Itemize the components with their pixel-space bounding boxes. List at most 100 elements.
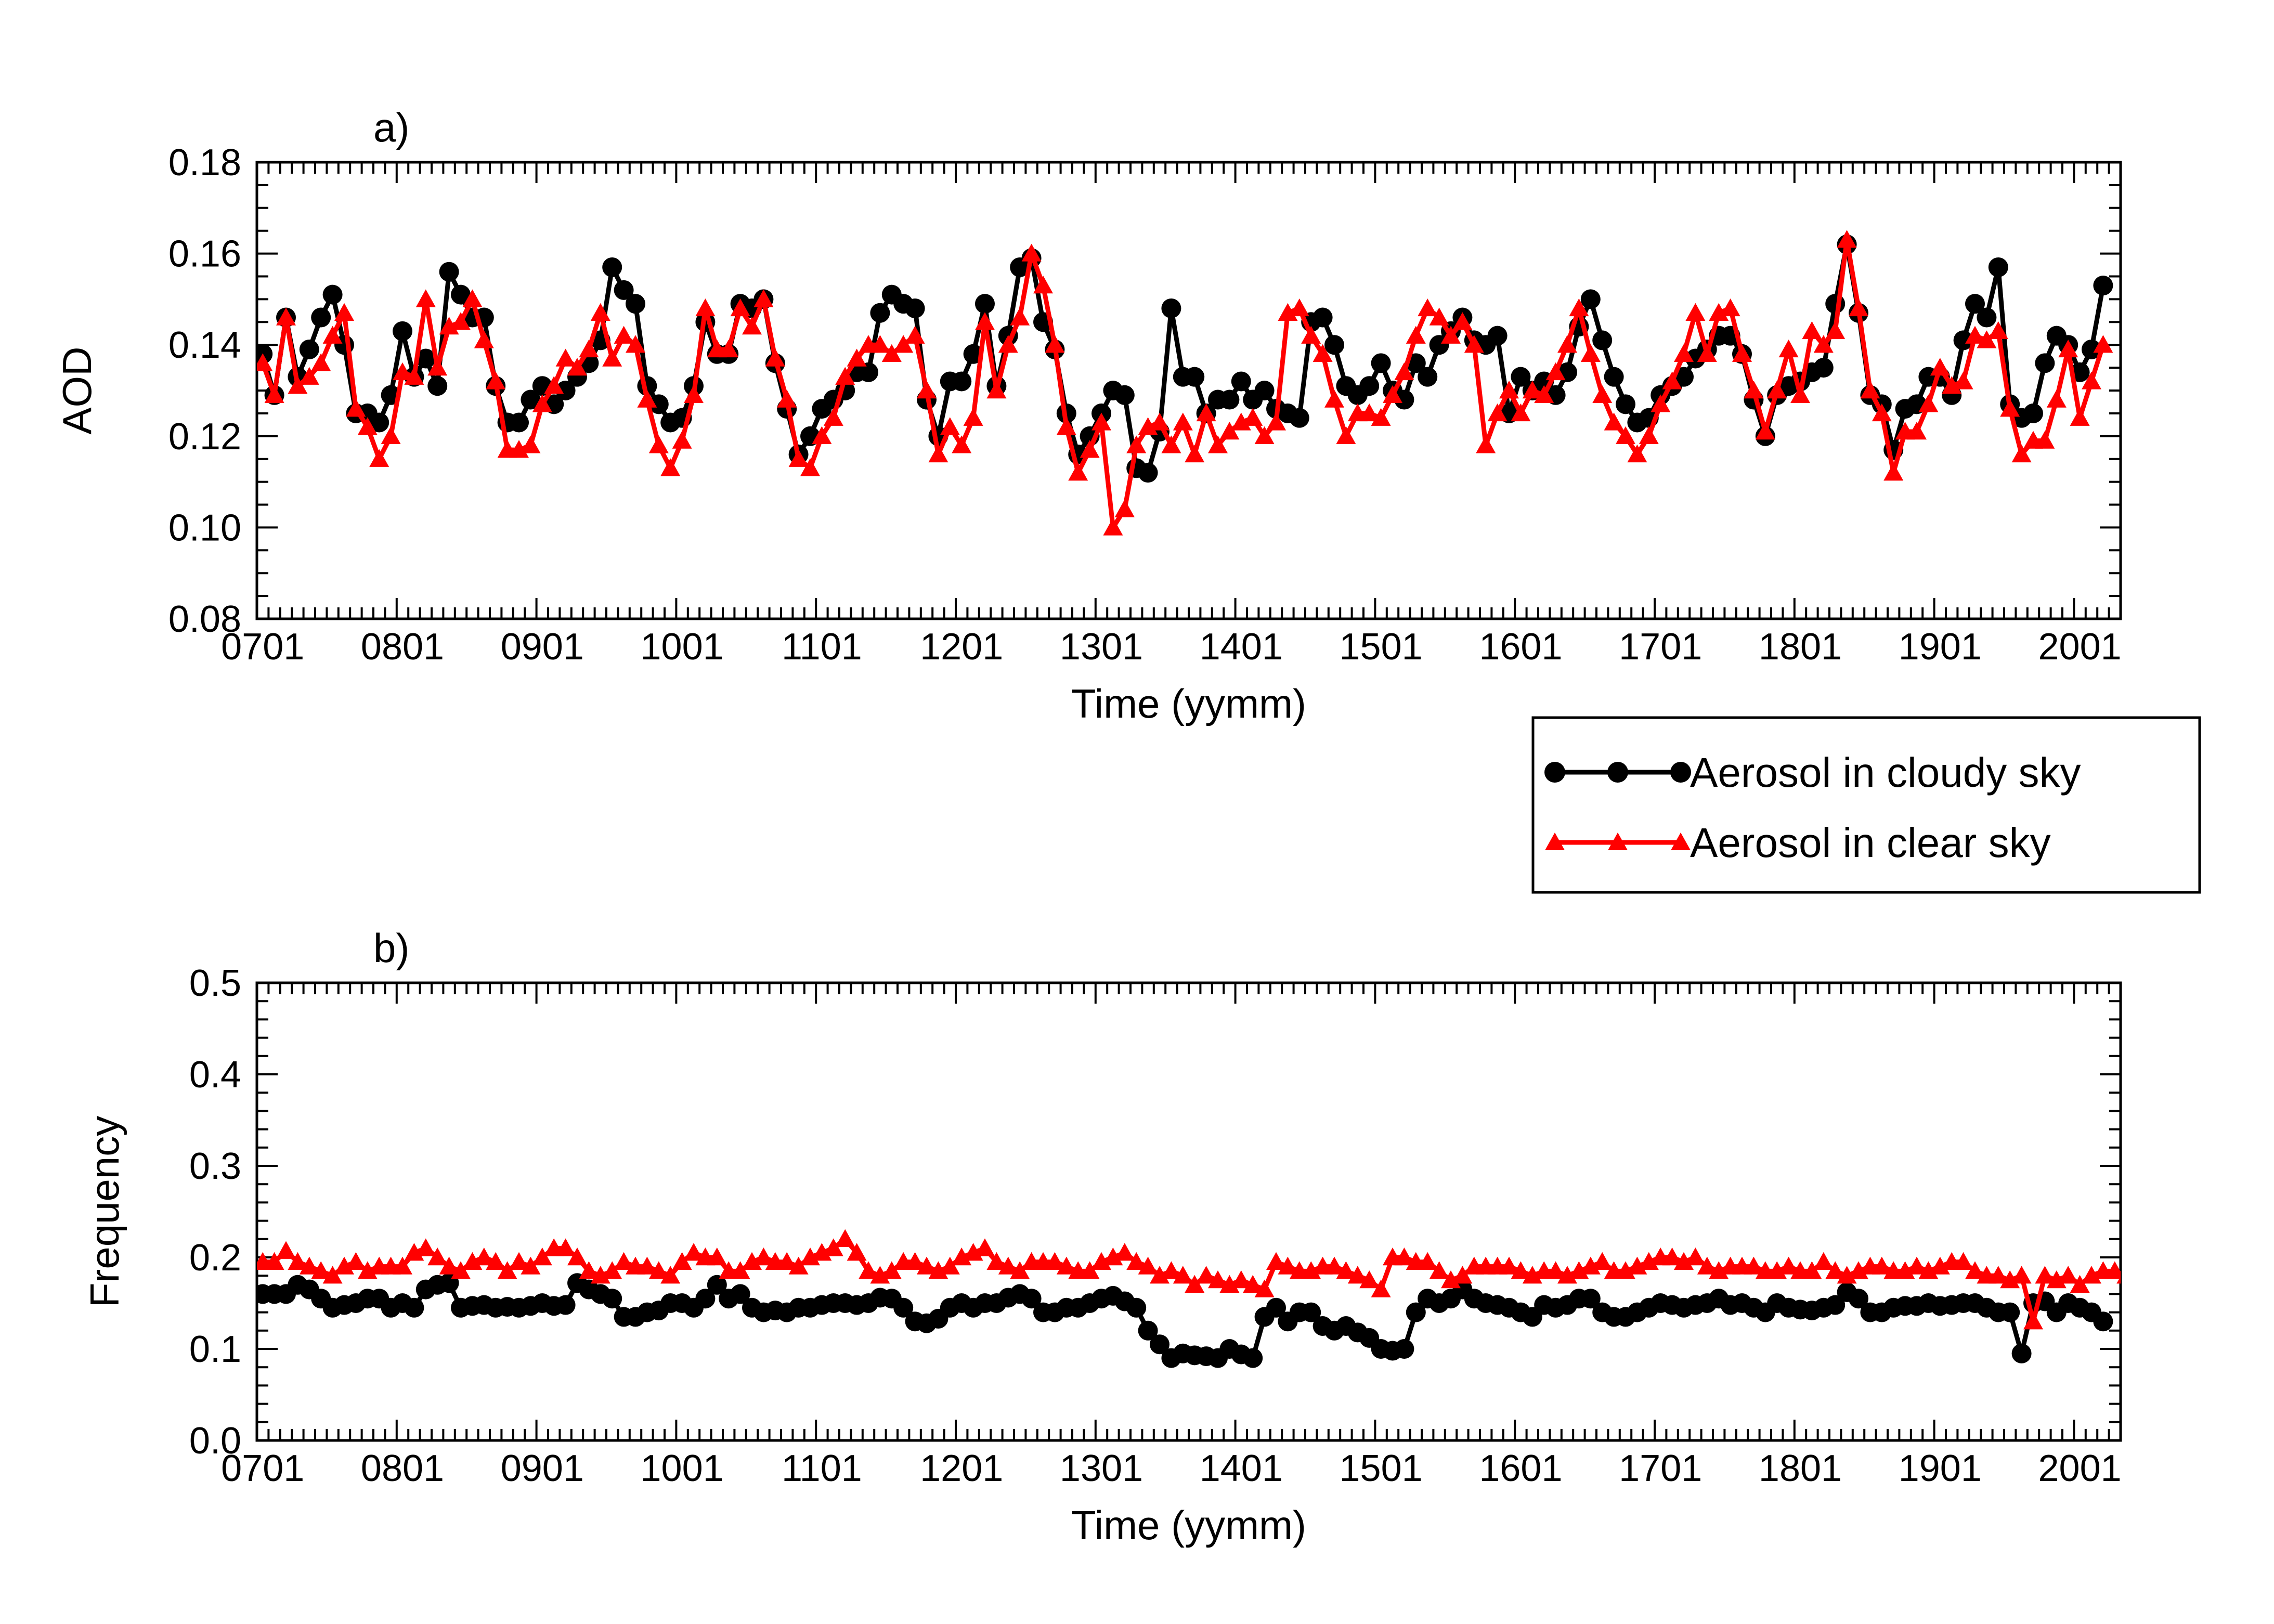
data-point	[1953, 1252, 1973, 1270]
data-point	[1977, 330, 1997, 348]
data-point	[1639, 1252, 1659, 1270]
data-point	[1021, 243, 1042, 262]
data-point	[1196, 1266, 1216, 1284]
data-point	[264, 385, 284, 403]
data-point	[952, 1248, 972, 1266]
data-point	[917, 381, 937, 399]
data-point	[1592, 1252, 1613, 1270]
data-point	[1569, 298, 1589, 317]
data-point	[311, 353, 331, 371]
data-point	[753, 1248, 774, 1266]
data-point	[1616, 1261, 1635, 1279]
data-point	[1045, 1252, 1065, 1270]
data-point	[1965, 326, 1985, 344]
x-tick-label: 1901	[1899, 626, 1982, 668]
data-point	[893, 1297, 914, 1318]
data-point	[1895, 1261, 1915, 1279]
data-point	[788, 449, 809, 467]
data-point	[1371, 1279, 1391, 1297]
data-point	[1208, 1270, 1228, 1289]
data-point	[823, 408, 843, 426]
data-point	[859, 362, 878, 382]
data-point	[1231, 1270, 1251, 1289]
data-point	[637, 389, 657, 408]
data-point	[1091, 412, 1111, 431]
data-point	[439, 317, 459, 335]
data-point	[626, 294, 645, 314]
data-point	[2070, 1275, 2090, 1293]
data-point	[334, 1256, 354, 1275]
data-point	[1010, 1261, 1030, 1279]
data-point	[1534, 385, 1554, 403]
data-point	[555, 381, 576, 400]
data-point	[1872, 403, 1892, 422]
data-point	[730, 1261, 750, 1279]
data-point	[1278, 1256, 1298, 1275]
data-point	[1918, 394, 1939, 412]
data-point	[1045, 335, 1065, 353]
data-point	[1545, 1261, 1566, 1279]
data-point	[602, 348, 622, 367]
data-point	[590, 1266, 610, 1284]
data-point	[1813, 358, 1834, 378]
panel-b: b) 0701 0801 0901 1001 1101 1201 1301 1401 1501 16…	[82, 925, 2122, 1548]
data-point	[1674, 1252, 1694, 1270]
data-point	[1685, 1248, 1706, 1266]
data-point	[1580, 344, 1601, 362]
data-point	[2058, 339, 2078, 358]
data-point	[940, 417, 960, 435]
data-point	[334, 303, 354, 321]
data-point	[555, 1238, 576, 1256]
data-point	[1301, 1261, 1321, 1279]
series-clear	[257, 230, 2113, 536]
data-point	[660, 1266, 681, 1284]
legend-swatch	[1545, 833, 1691, 850]
data-point	[1977, 307, 1997, 328]
data-point	[1802, 321, 1822, 340]
data-point	[451, 284, 471, 305]
data-point	[381, 426, 401, 444]
x-tick-label: 0701	[221, 626, 304, 668]
data-point	[1441, 326, 1461, 344]
data-point	[1254, 381, 1275, 400]
data-point	[1988, 321, 2008, 340]
data-point	[276, 1241, 296, 1259]
x-tick-label: 1301	[1060, 626, 1143, 668]
data-point	[404, 1297, 424, 1318]
legend-marker	[1670, 762, 1691, 783]
data-point	[1487, 403, 1508, 422]
data-point	[579, 339, 599, 358]
data-point	[1429, 307, 1449, 326]
data-point	[1289, 408, 1309, 428]
data-point	[1825, 294, 1846, 314]
data-point	[1091, 1252, 1111, 1270]
x-tick-label: 1001	[641, 1448, 724, 1489]
plot-frame	[255, 981, 2122, 1442]
data-point	[1114, 385, 1135, 405]
data-point	[881, 344, 902, 362]
data-point	[1883, 463, 1904, 481]
legend-marker	[1544, 762, 1565, 783]
data-point	[2011, 1266, 2032, 1284]
data-point	[1394, 362, 1414, 381]
data-point	[1522, 381, 1542, 399]
data-point	[1709, 1261, 1729, 1279]
data-point	[1126, 1252, 1147, 1270]
data-point	[1767, 1261, 1787, 1279]
data-point	[1371, 408, 1391, 426]
x-tick-label: 1201	[920, 1448, 1003, 1489]
data-point	[1744, 381, 1764, 399]
data-point	[1674, 367, 1694, 387]
data-point	[707, 1275, 727, 1295]
data-point	[928, 444, 948, 463]
data-point	[905, 326, 925, 344]
data-point	[1126, 435, 1147, 453]
data-point	[299, 339, 319, 359]
data-point	[986, 381, 1007, 399]
data-point	[1406, 1302, 1426, 1322]
data-point	[1138, 1320, 1158, 1341]
data-point	[1464, 335, 1484, 353]
data-point	[2070, 408, 2090, 426]
data-point	[1837, 230, 1857, 248]
data-point	[1161, 1261, 1181, 1279]
